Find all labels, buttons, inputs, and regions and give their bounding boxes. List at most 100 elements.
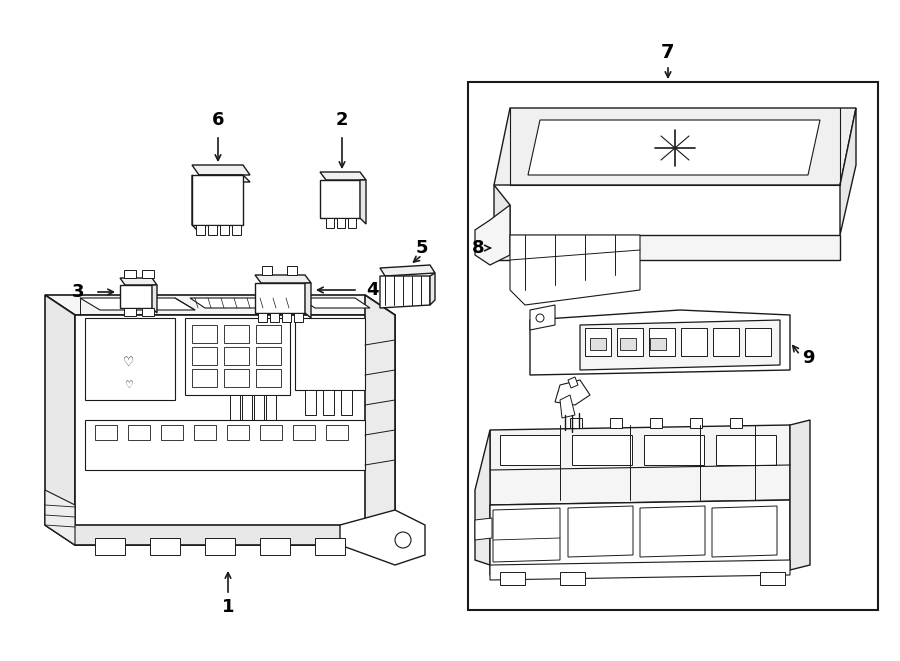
Polygon shape	[730, 418, 742, 428]
Polygon shape	[320, 180, 360, 218]
Polygon shape	[572, 435, 632, 465]
Polygon shape	[560, 395, 575, 418]
Polygon shape	[196, 225, 205, 235]
Polygon shape	[494, 108, 856, 185]
Polygon shape	[530, 305, 555, 330]
Polygon shape	[120, 285, 152, 308]
Polygon shape	[555, 380, 590, 405]
Polygon shape	[258, 313, 267, 322]
Polygon shape	[610, 418, 622, 428]
Bar	[745, 328, 771, 356]
Polygon shape	[185, 318, 290, 395]
Polygon shape	[348, 218, 356, 228]
Polygon shape	[190, 298, 310, 308]
Polygon shape	[475, 518, 492, 540]
Polygon shape	[570, 418, 582, 428]
Polygon shape	[490, 500, 790, 575]
Polygon shape	[45, 295, 75, 545]
Polygon shape	[365, 295, 395, 545]
Polygon shape	[430, 273, 435, 305]
Bar	[192, 325, 217, 343]
Bar	[224, 369, 249, 387]
Polygon shape	[208, 225, 217, 235]
Text: 1: 1	[221, 598, 234, 616]
Bar	[128, 425, 150, 440]
Polygon shape	[199, 175, 250, 182]
Polygon shape	[494, 235, 840, 260]
Polygon shape	[192, 175, 243, 225]
Polygon shape	[255, 283, 305, 313]
Polygon shape	[494, 185, 510, 255]
Polygon shape	[644, 435, 704, 465]
Polygon shape	[568, 506, 633, 557]
Polygon shape	[192, 175, 199, 232]
Polygon shape	[255, 275, 311, 283]
Text: 4: 4	[365, 281, 378, 299]
Polygon shape	[341, 390, 352, 415]
Polygon shape	[45, 490, 75, 545]
Polygon shape	[760, 572, 785, 585]
Text: ♡: ♡	[122, 356, 133, 368]
Text: 3: 3	[72, 283, 85, 301]
Polygon shape	[510, 235, 640, 305]
Polygon shape	[690, 418, 702, 428]
Polygon shape	[712, 506, 777, 557]
Polygon shape	[323, 390, 334, 415]
Polygon shape	[528, 120, 820, 175]
Polygon shape	[124, 308, 136, 316]
Polygon shape	[560, 572, 585, 585]
Polygon shape	[530, 310, 790, 375]
Bar	[260, 425, 282, 440]
Bar	[468, 82, 878, 610]
Polygon shape	[120, 278, 157, 285]
Polygon shape	[305, 283, 311, 318]
Text: 5: 5	[416, 239, 428, 257]
Bar	[649, 328, 675, 356]
Polygon shape	[320, 172, 366, 180]
Bar	[194, 425, 216, 440]
Polygon shape	[300, 298, 370, 308]
Polygon shape	[287, 266, 297, 275]
Polygon shape	[254, 395, 264, 420]
Bar	[224, 347, 249, 365]
Text: 9: 9	[802, 349, 814, 367]
Bar	[192, 369, 217, 387]
Text: ♡: ♡	[123, 380, 132, 390]
Polygon shape	[242, 395, 252, 420]
Polygon shape	[650, 418, 662, 428]
Polygon shape	[475, 205, 510, 265]
Polygon shape	[230, 395, 240, 420]
Bar	[620, 338, 636, 350]
Polygon shape	[142, 270, 154, 278]
Text: 6: 6	[212, 111, 224, 129]
Polygon shape	[150, 538, 180, 555]
Polygon shape	[315, 538, 345, 555]
Polygon shape	[270, 313, 279, 322]
Text: 7: 7	[662, 42, 675, 61]
Polygon shape	[192, 165, 250, 175]
Text: 2: 2	[336, 111, 348, 129]
Polygon shape	[152, 285, 157, 313]
Polygon shape	[360, 180, 366, 224]
Polygon shape	[490, 425, 790, 505]
Polygon shape	[266, 395, 276, 420]
Polygon shape	[305, 390, 316, 415]
Bar	[617, 328, 643, 356]
Polygon shape	[716, 435, 776, 465]
Polygon shape	[380, 265, 435, 276]
Bar	[161, 425, 183, 440]
Bar	[681, 328, 707, 356]
Polygon shape	[260, 538, 290, 555]
Polygon shape	[337, 218, 345, 228]
Polygon shape	[80, 298, 195, 310]
Polygon shape	[142, 308, 154, 316]
Polygon shape	[45, 295, 395, 315]
Polygon shape	[380, 276, 430, 308]
Bar	[590, 338, 606, 350]
Bar	[585, 328, 611, 356]
Polygon shape	[75, 315, 395, 545]
Bar	[256, 369, 281, 387]
Bar	[256, 325, 281, 343]
Polygon shape	[295, 318, 365, 390]
Polygon shape	[490, 560, 790, 580]
